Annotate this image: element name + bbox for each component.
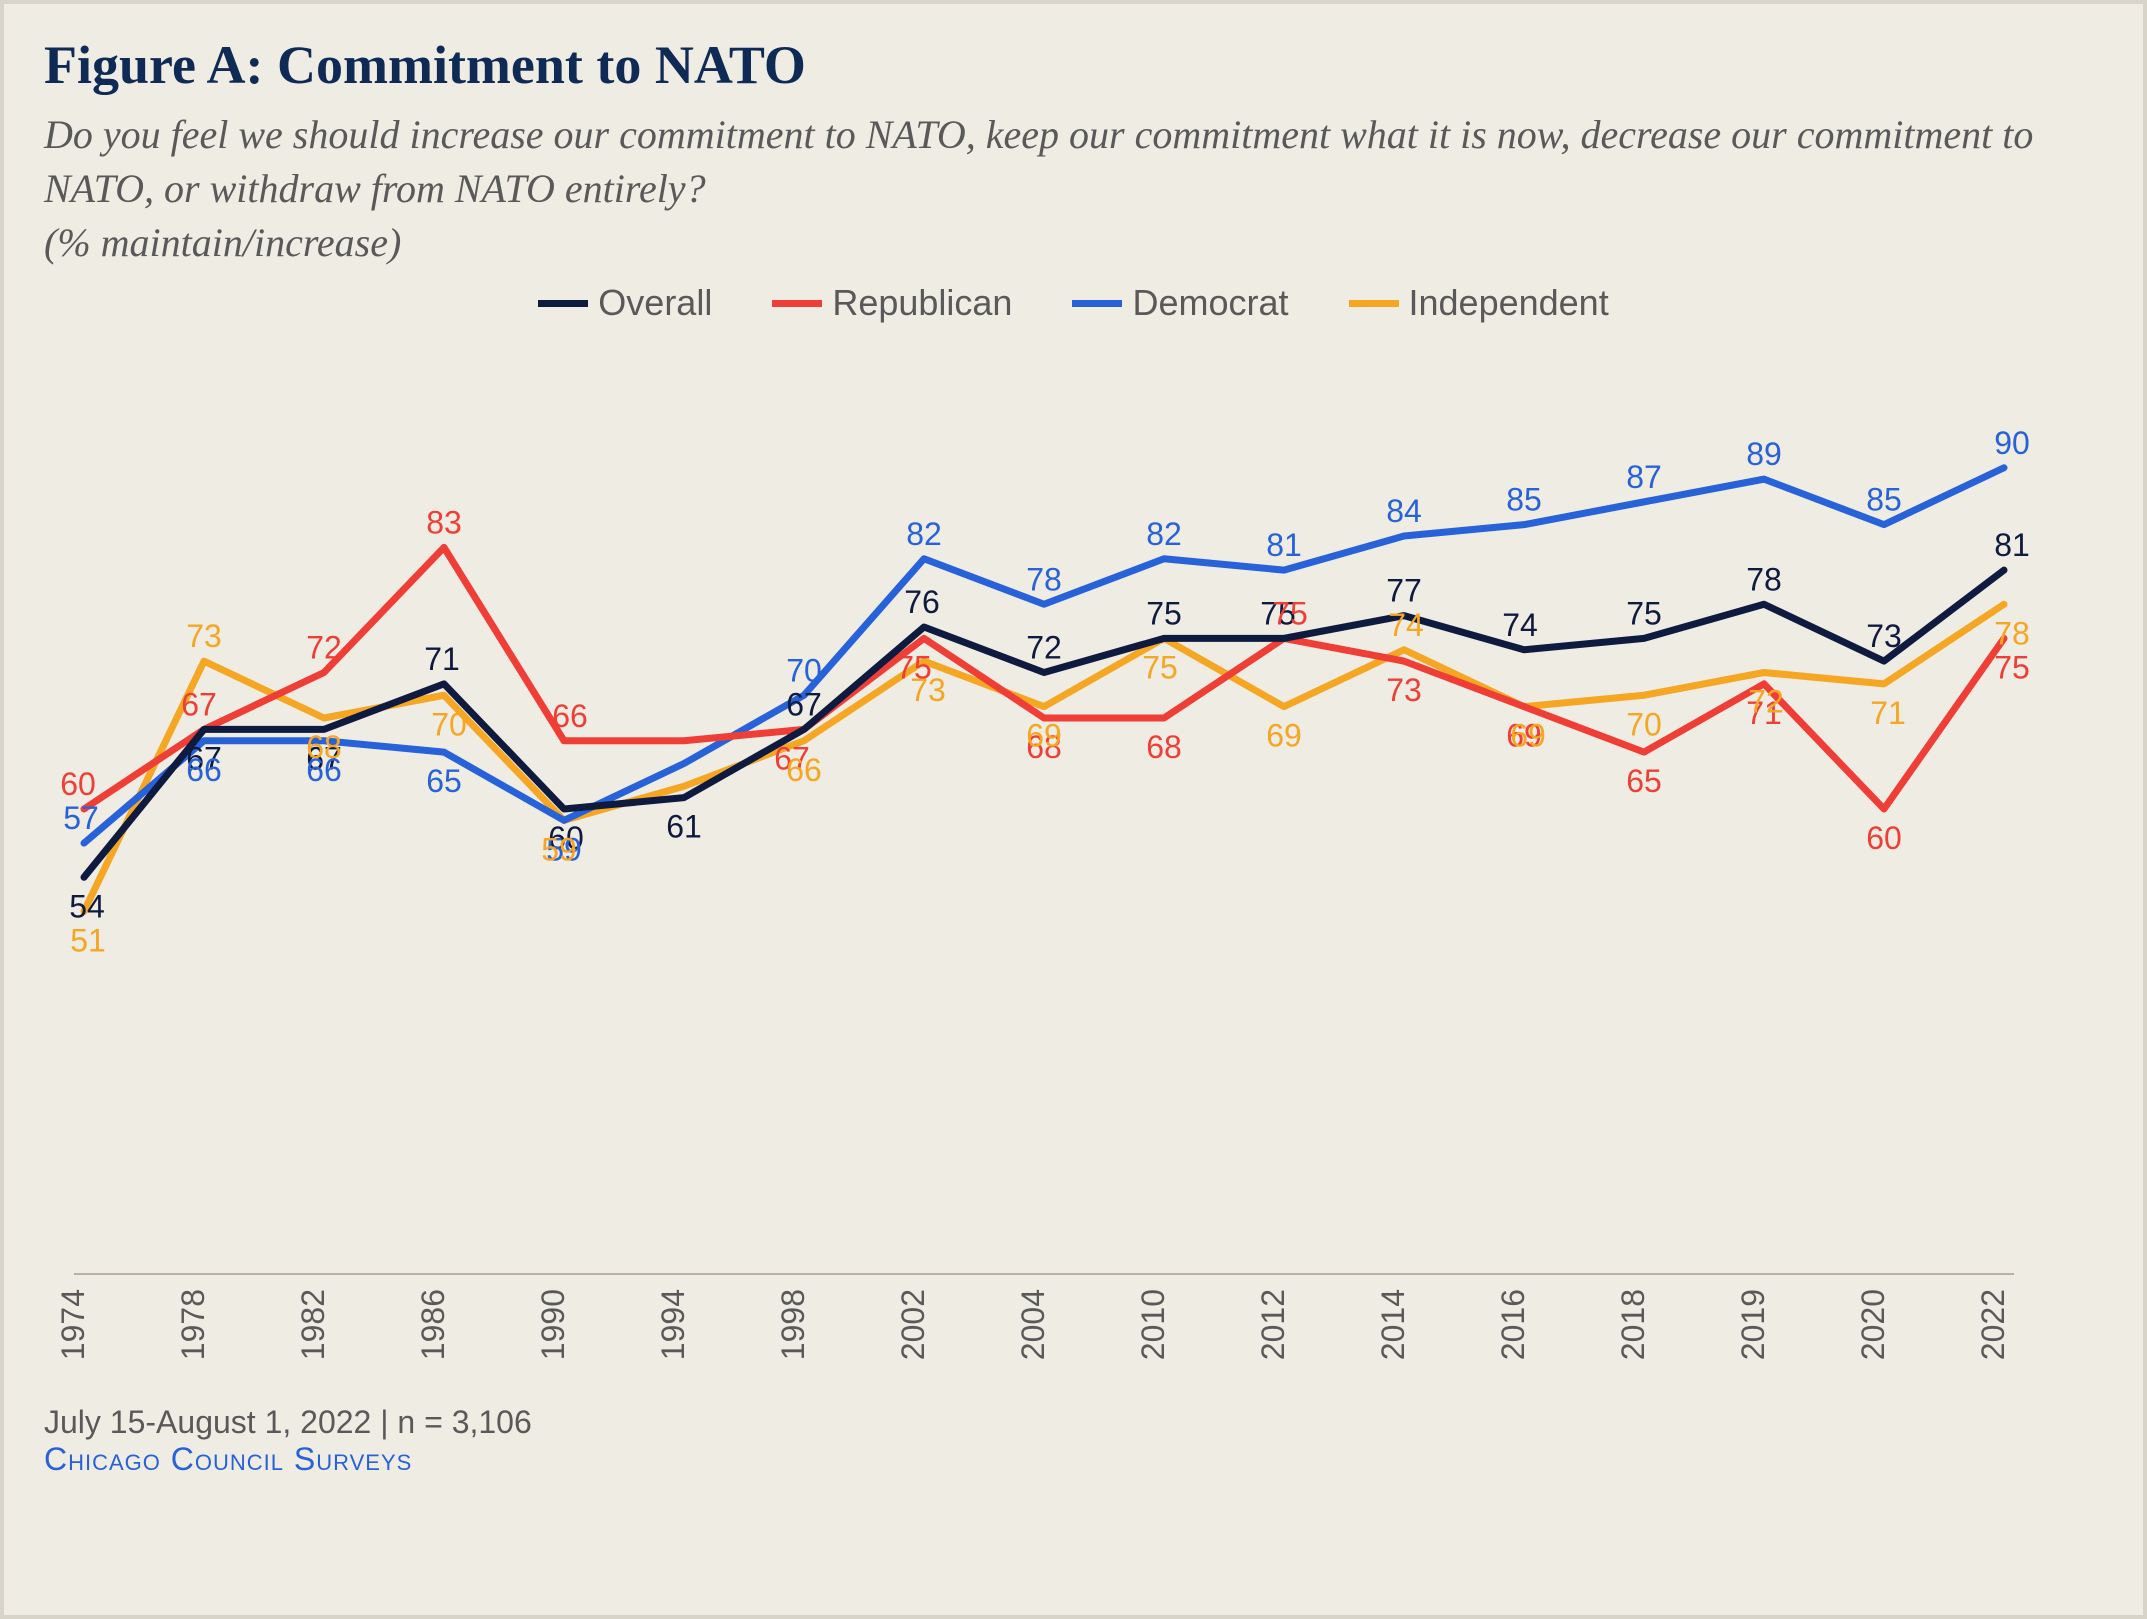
data-label: 75: [1272, 595, 1308, 631]
x-axis-label: 1998: [775, 1289, 811, 1360]
data-label: 76: [904, 584, 940, 620]
data-label: 67: [181, 686, 217, 722]
data-label: 68: [306, 729, 342, 765]
data-label: 78: [1026, 561, 1062, 597]
legend: Overall Republican Democrat Independent: [44, 282, 2103, 324]
data-label: 67: [786, 686, 822, 722]
data-label: 78: [1994, 615, 2030, 651]
data-label: 66: [786, 752, 822, 788]
legend-swatch: [1072, 300, 1122, 307]
data-label: 82: [906, 516, 942, 552]
legend-label: Democrat: [1132, 282, 1288, 324]
data-label: 89: [1746, 436, 1782, 472]
x-axis-label: 1978: [175, 1289, 211, 1360]
data-label: 74: [1388, 607, 1424, 643]
footer-date: July 15-August 1, 2022 | n = 3,106: [44, 1404, 2103, 1441]
data-label: 72: [1026, 630, 1062, 666]
data-label: 74: [1502, 607, 1538, 643]
data-label: 69: [1510, 718, 1546, 754]
data-label: 70: [431, 706, 467, 742]
data-label: 66: [552, 698, 588, 734]
x-axis-label: 2018: [1615, 1289, 1651, 1360]
data-label: 83: [426, 504, 462, 540]
x-axis-label: 1974: [55, 1289, 91, 1360]
legend-item: Overall: [538, 282, 712, 324]
legend-label: Overall: [598, 282, 712, 324]
data-label: 85: [1506, 482, 1542, 518]
x-axis-label: 1986: [415, 1289, 451, 1360]
legend-swatch: [772, 300, 822, 307]
x-axis-label: 2016: [1495, 1289, 1531, 1360]
x-axis-label: 2010: [1135, 1289, 1171, 1360]
footer-source: Chicago Council Surveys: [44, 1441, 2103, 1478]
data-label: 73: [1866, 618, 1902, 654]
data-label: 82: [1146, 516, 1182, 552]
data-label: 71: [1870, 695, 1906, 731]
x-axis-label: 2004: [1015, 1289, 1051, 1360]
legend-item: Republican: [772, 282, 1012, 324]
data-label: 73: [910, 672, 946, 708]
data-label: 73: [186, 618, 222, 654]
x-axis-label: 2012: [1255, 1289, 1291, 1360]
legend-item: Democrat: [1072, 282, 1288, 324]
data-label: 75: [1626, 595, 1662, 631]
chart-subtitle: Do you feel we should increase our commi…: [44, 108, 2103, 270]
data-label: 81: [1266, 527, 1302, 563]
data-label: 59: [541, 831, 577, 867]
data-label: 77: [1386, 573, 1422, 609]
data-label: 72: [1748, 684, 1784, 720]
x-axis-label: 1994: [655, 1289, 691, 1360]
chart-title: Figure A: Commitment to NATO: [44, 34, 2103, 96]
line-chart: 1974 1978 1982 1986 1990 1994 1998 2002 2004 2010…: [44, 334, 2103, 1384]
x-axis-label: 1982: [295, 1289, 331, 1360]
legend-swatch: [538, 300, 588, 307]
x-axis-label: 2020: [1855, 1289, 1891, 1360]
data-label: 81: [1994, 527, 2030, 563]
legend-item: Independent: [1349, 282, 1609, 324]
x-axis-label: 2002: [895, 1289, 931, 1360]
data-label: 66: [186, 752, 222, 788]
data-label: 70: [786, 652, 822, 688]
x-axis-label: 1990: [535, 1289, 571, 1360]
data-label: 69: [1266, 718, 1302, 754]
data-label: 70: [1626, 706, 1662, 742]
data-label: 87: [1626, 459, 1662, 495]
legend-label: Independent: [1409, 282, 1609, 324]
legend-swatch: [1349, 300, 1399, 307]
chart-footer: July 15-August 1, 2022 | n = 3,106 Chica…: [44, 1404, 2103, 1478]
data-label: 71: [424, 641, 460, 677]
data-label: 75: [1994, 649, 2030, 685]
data-label: 65: [426, 763, 462, 799]
data-label: 68: [1146, 729, 1182, 765]
data-label: 65: [1626, 763, 1662, 799]
data-label: 51: [70, 922, 106, 958]
data-label: 75: [1146, 595, 1182, 631]
data-label: 61: [666, 809, 702, 845]
data-label: 75: [1142, 649, 1178, 685]
legend-label: Republican: [832, 282, 1012, 324]
data-label: 84: [1386, 493, 1422, 529]
data-label: 73: [1386, 672, 1422, 708]
data-label: 90: [1994, 425, 2030, 461]
x-axis-label: 2022: [1975, 1289, 2011, 1360]
x-axis-label: 2014: [1375, 1289, 1411, 1360]
data-label: 60: [1866, 820, 1902, 856]
data-label: 78: [1746, 561, 1782, 597]
data-label: 60: [60, 766, 96, 802]
x-axis-label: 2019: [1735, 1289, 1771, 1360]
data-label: 85: [1866, 482, 1902, 518]
data-label: 69: [1026, 718, 1062, 754]
data-label: 57: [63, 800, 99, 836]
data-label: 54: [69, 888, 105, 924]
data-label: 72: [306, 630, 342, 666]
